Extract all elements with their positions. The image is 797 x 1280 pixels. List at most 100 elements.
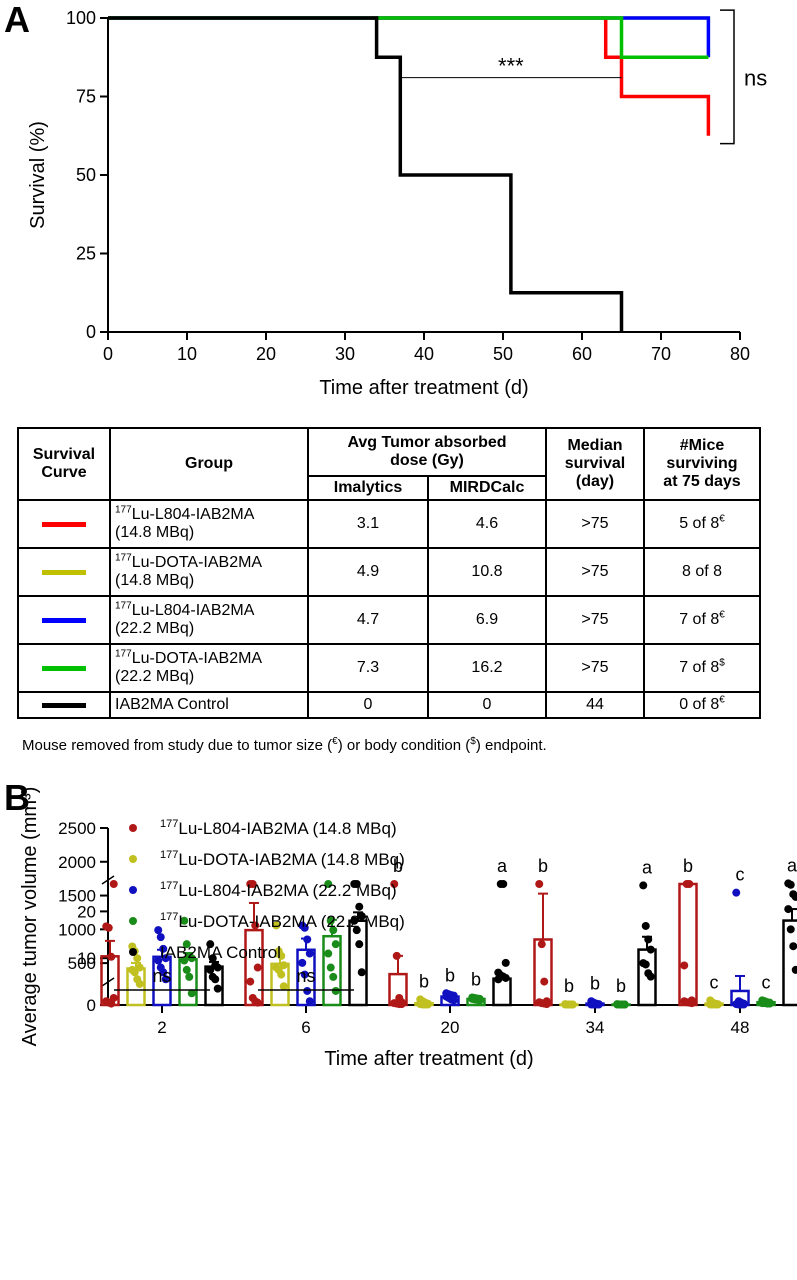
data-point xyxy=(305,997,314,1006)
table-row: 177Lu-DOTA-IAB2MA (14.8 MBq) 4.9 10.8 >75 8 o… xyxy=(17,547,761,597)
y-tick-label: 75 xyxy=(76,87,96,107)
bar-0-3 xyxy=(533,938,553,1007)
data-point xyxy=(786,880,795,889)
data-point xyxy=(687,999,696,1008)
legend-marker xyxy=(129,886,137,894)
y-tick-label: 1000 xyxy=(58,920,96,939)
data-point xyxy=(392,951,401,960)
axis-break-mark xyxy=(101,875,115,885)
data-point xyxy=(159,944,168,953)
y-tick-label: 10 xyxy=(77,949,96,968)
bar-4-4 xyxy=(782,919,797,1007)
x-tick-label: 60 xyxy=(572,344,592,364)
data-point xyxy=(568,1000,577,1009)
legend-label: 177Lu-DOTA-IAB2MA (22.2 MBq) xyxy=(160,911,405,931)
legend-marker xyxy=(129,948,137,956)
data-point xyxy=(303,935,312,944)
significance-letter: b xyxy=(445,965,455,985)
data-point xyxy=(644,935,653,944)
group-name: 177Lu-DOTA-IAB2MA (14.8 MBq) xyxy=(109,547,309,597)
survival-curve-swatch-cell xyxy=(17,691,111,719)
data-point xyxy=(620,1000,629,1009)
header-mirdcalc: MIRDCalc xyxy=(427,475,547,501)
ns-label: ns xyxy=(744,66,767,91)
mice-surviving-value: 8 of 8 xyxy=(643,547,761,597)
header-survival-curve: Survival Curve xyxy=(17,427,111,501)
imalytics-value: 3.1 xyxy=(307,499,429,549)
curve-color-swatch xyxy=(42,665,86,671)
panel-b-letter: B xyxy=(4,777,30,818)
data-point xyxy=(253,963,262,972)
table-footnote: Mouse removed from study due to tumor si… xyxy=(22,736,547,755)
data-point xyxy=(352,926,361,935)
data-point xyxy=(246,977,255,986)
data-point xyxy=(475,996,484,1005)
significance-label: *** xyxy=(498,54,524,79)
data-point xyxy=(187,954,196,963)
significance-letter: b xyxy=(683,856,693,876)
data-point xyxy=(535,880,544,888)
significance-letter: a xyxy=(642,857,653,877)
data-point xyxy=(161,954,170,963)
header-imalytics: Imalytics xyxy=(307,475,429,501)
data-point xyxy=(423,1000,432,1009)
x-tick-label: 48 xyxy=(731,1018,750,1037)
data-point xyxy=(350,916,359,925)
data-point xyxy=(324,880,333,888)
data-point xyxy=(329,972,338,981)
mirdcalc-value: 4.6 xyxy=(427,499,547,549)
data-point xyxy=(161,975,170,984)
mirdcalc-value: 16.2 xyxy=(427,643,547,693)
header-group: Group xyxy=(109,427,309,501)
y-tick-label: 0 xyxy=(87,996,96,1015)
data-point xyxy=(182,965,191,974)
group-name: IAB2MA Control xyxy=(109,691,309,719)
data-point xyxy=(786,925,795,934)
mirdcalc-value: 0 xyxy=(427,691,547,719)
mirdcalc-value: 10.8 xyxy=(427,547,547,597)
data-point xyxy=(182,940,191,949)
data-point xyxy=(791,965,797,974)
y-tick-label: 25 xyxy=(76,244,96,264)
data-point xyxy=(680,961,689,970)
significance-letter: b xyxy=(590,973,600,993)
survival-curve-4 xyxy=(108,16,624,332)
y-tick-label: 1500 xyxy=(58,887,96,906)
data-point xyxy=(537,940,546,949)
x-tick-label: 50 xyxy=(493,344,513,364)
survival-curve-swatch-cell xyxy=(17,643,111,693)
data-point xyxy=(639,881,648,890)
data-point xyxy=(355,902,364,911)
significance-letter: b xyxy=(393,856,403,876)
data-point xyxy=(253,998,262,1007)
bar-3-0 xyxy=(178,957,198,1007)
x-tick-label: 30 xyxy=(335,344,355,364)
curve-color-swatch xyxy=(42,702,86,708)
legend-marker xyxy=(129,855,137,863)
data-point xyxy=(277,951,286,960)
data-point xyxy=(713,1000,722,1009)
data-point xyxy=(206,965,215,974)
data-point xyxy=(279,982,288,991)
y-tick-label: 2500 xyxy=(58,819,96,838)
data-point xyxy=(305,949,314,958)
y-tick-label: 0 xyxy=(86,322,96,342)
data-point xyxy=(154,926,163,935)
data-point xyxy=(494,975,503,984)
data-point xyxy=(501,973,510,982)
x-tick-label: 6 xyxy=(301,1018,310,1037)
data-point xyxy=(355,940,364,949)
data-point xyxy=(765,999,774,1008)
data-point xyxy=(732,888,741,897)
significance-letter: b xyxy=(564,976,574,996)
data-point xyxy=(594,1000,603,1009)
data-point xyxy=(213,984,222,993)
group-name: 177Lu-L804-IAB2MA (22.2 MBq) xyxy=(109,595,309,645)
data-point xyxy=(641,921,650,930)
legend-label: 177Lu-L804-IAB2MA (14.8 MBq) xyxy=(160,818,397,838)
axis-break-mark xyxy=(101,977,115,987)
data-point xyxy=(208,954,217,963)
survival-curve-swatch-cell xyxy=(17,547,111,597)
data-point xyxy=(180,956,189,965)
bar-0-4 xyxy=(678,882,698,1007)
